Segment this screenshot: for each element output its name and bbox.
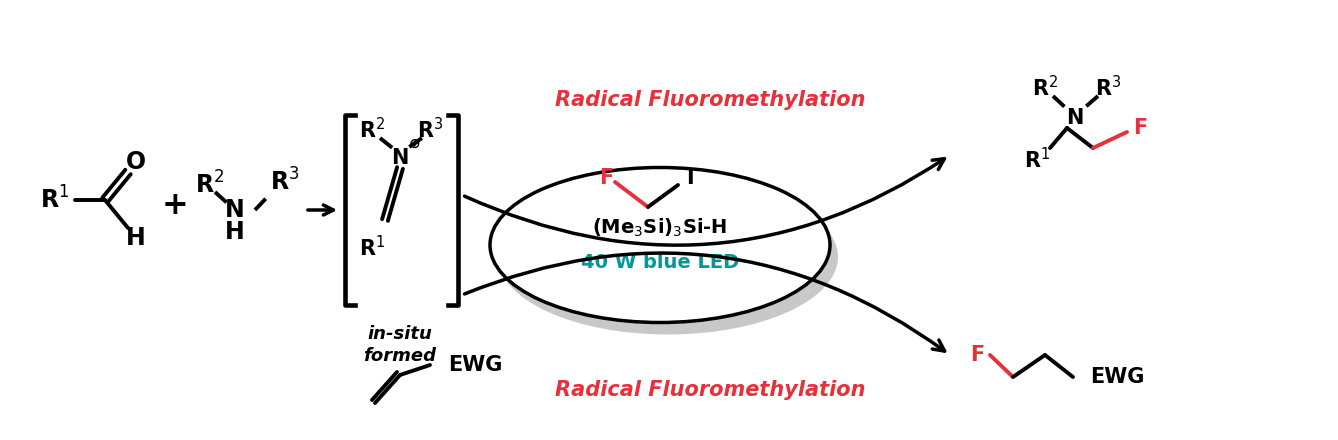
Text: Radical Fluoromethylation: Radical Fluoromethylation (555, 380, 866, 400)
Text: +: + (162, 190, 189, 220)
Ellipse shape (490, 168, 830, 323)
Ellipse shape (498, 180, 838, 334)
Text: 40 W blue LED: 40 W blue LED (581, 253, 739, 271)
Text: N: N (391, 148, 408, 168)
Text: O: O (126, 150, 146, 174)
Text: R$^3$: R$^3$ (417, 117, 443, 143)
Text: R$^3$: R$^3$ (1094, 75, 1121, 101)
FancyArrowPatch shape (464, 159, 945, 245)
Text: R$^3$: R$^3$ (270, 169, 300, 196)
Text: R$^1$: R$^1$ (40, 187, 70, 213)
Text: H: H (126, 226, 146, 250)
Text: EWG: EWG (448, 355, 502, 375)
Text: N: N (225, 198, 245, 222)
Text: F: F (599, 168, 613, 188)
Text: ⊕: ⊕ (409, 137, 421, 151)
Text: R$^1$: R$^1$ (359, 235, 385, 260)
Text: N: N (1066, 108, 1084, 128)
Text: R$^2$: R$^2$ (195, 172, 225, 198)
Text: in-situ
formed: in-situ formed (364, 325, 436, 365)
Text: EWG: EWG (1090, 367, 1144, 387)
Text: I: I (686, 168, 694, 188)
Text: R$^1$: R$^1$ (1024, 147, 1050, 172)
Text: (Me$_3$Si)$_3$Si-H: (Me$_3$Si)$_3$Si-H (593, 217, 728, 239)
Text: Radical Fluoromethylation: Radical Fluoromethylation (555, 90, 866, 110)
Text: F: F (1133, 118, 1147, 138)
Text: R$^2$: R$^2$ (359, 117, 385, 143)
Text: F: F (970, 345, 985, 365)
Text: H: H (225, 220, 245, 244)
FancyArrowPatch shape (464, 253, 945, 351)
Text: R$^2$: R$^2$ (1032, 75, 1058, 101)
